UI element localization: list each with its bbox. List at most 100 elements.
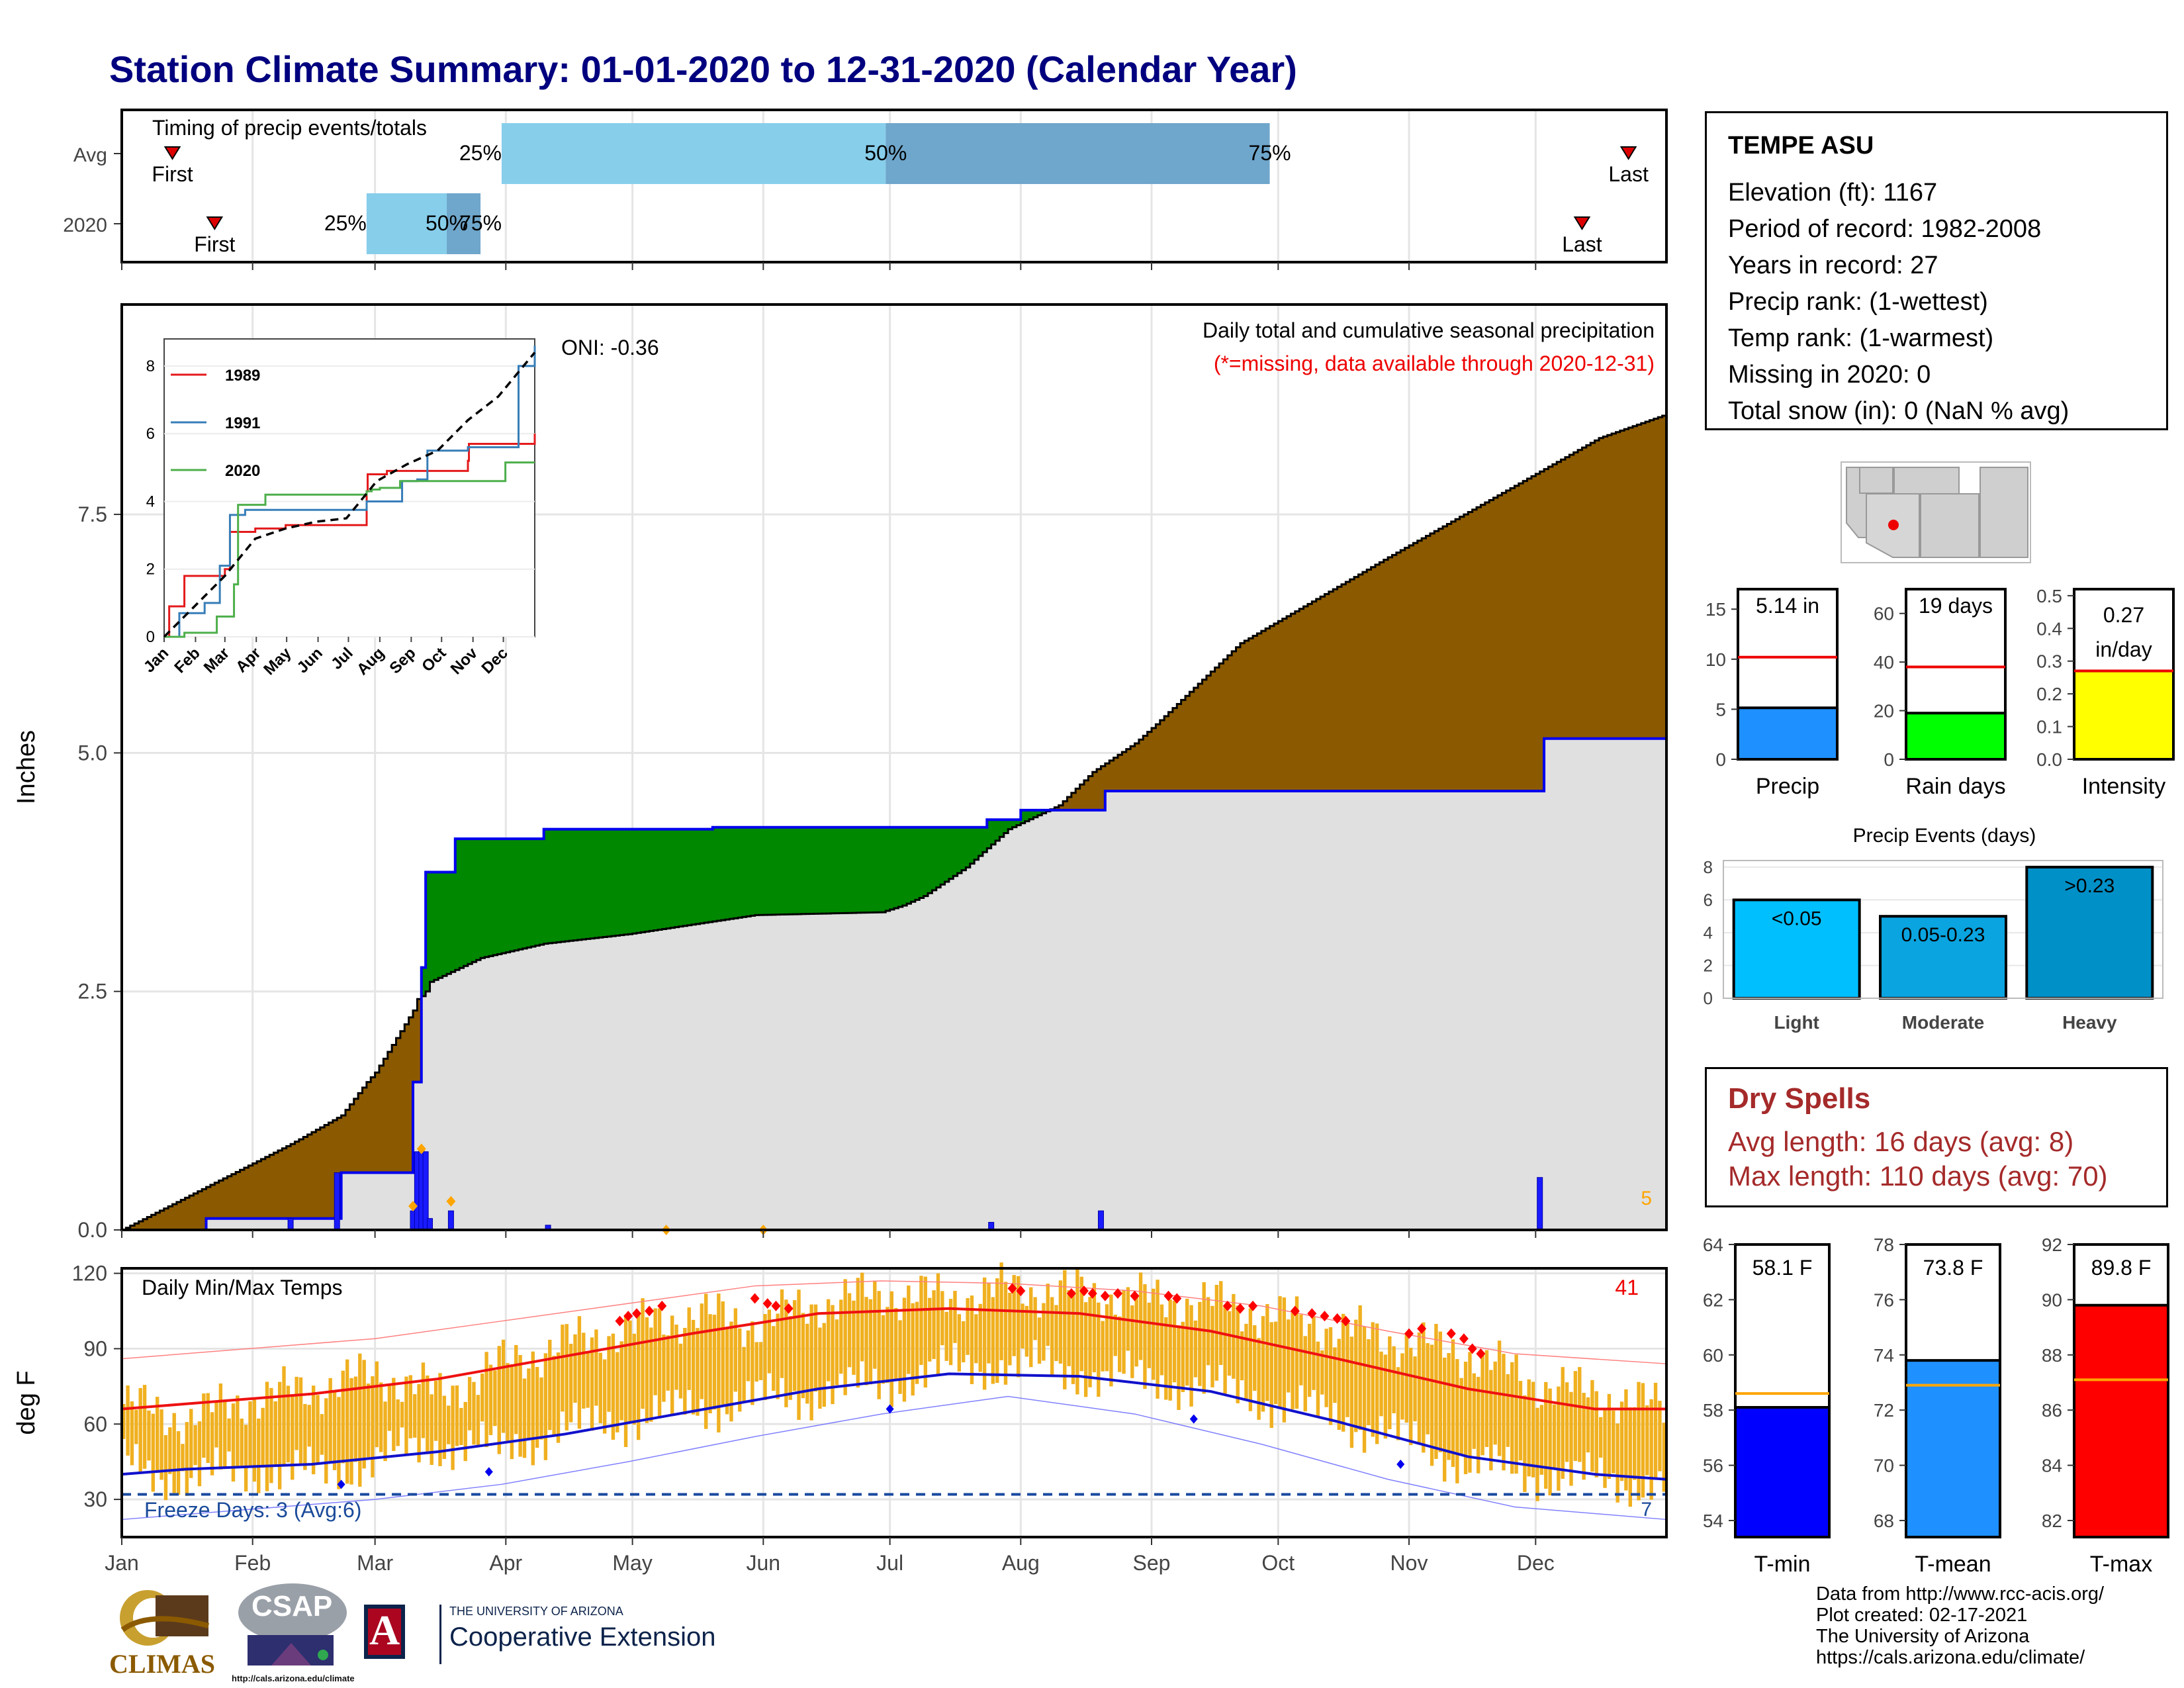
- temp-daily-bar: [1003, 1282, 1008, 1385]
- temp-daily-bar: [1122, 1289, 1126, 1374]
- intensity-y-tick-label: 0.1: [2036, 717, 2062, 737]
- temp-daily-bar: [801, 1313, 805, 1399]
- temp-daily-bar: [1058, 1280, 1063, 1364]
- timing-q25-50-bar: [366, 193, 447, 254]
- temp-daily-bar: [1598, 1417, 1603, 1458]
- temp-daily-bar: [1168, 1299, 1172, 1401]
- precip-panel: 0.0 2.5 5.0 7.5 Inches Daily total and cumula…: [13, 303, 1668, 1242]
- temp-daily-bar: [1603, 1409, 1607, 1488]
- dry-spells-avg: Avg length: 16 days (avg: 8): [1728, 1126, 2074, 1157]
- temp-daily-bar: [886, 1307, 889, 1383]
- temp-daily-bar: [1097, 1302, 1101, 1397]
- temp-daily-bar: [666, 1335, 670, 1391]
- temp-daily-bar: [375, 1361, 379, 1448]
- month-axis-label: Nov: [1390, 1551, 1428, 1575]
- temp-hot-marker: [1341, 1315, 1351, 1327]
- temp-daily-bar: [291, 1395, 295, 1480]
- tmin_summary-y-tick-label: 56: [1703, 1456, 1723, 1476]
- temp-daily-bar: [1193, 1320, 1198, 1378]
- temp-avg-max-line: [121, 1307, 1666, 1411]
- temp-daily-bar: [1413, 1356, 1417, 1422]
- temp-hot-marker: [762, 1298, 772, 1309]
- temp-daily-bar: [1641, 1383, 1645, 1498]
- temp-daily-bar: [611, 1333, 615, 1440]
- temp-daily-bar: [451, 1385, 455, 1470]
- temp-daily-bar: [404, 1376, 408, 1456]
- temp-daily-bar: [662, 1335, 666, 1402]
- temp-daily-bar: [1219, 1281, 1223, 1366]
- footer-line-created: Plot created: 02-17-2021: [1816, 1605, 2028, 1626]
- temp-daily-bar: [738, 1328, 742, 1412]
- temp-daily-bar: [252, 1399, 257, 1482]
- temp-daily-bar: [1468, 1352, 1472, 1473]
- station-missing: Missing in 2020: 0: [1728, 361, 1931, 389]
- temp-daily-bar: [1016, 1276, 1021, 1378]
- temp-daily-bar: [615, 1352, 619, 1432]
- temp-daily-bar: [476, 1395, 480, 1447]
- temp-daily-bar: [1143, 1284, 1147, 1389]
- inset-legend-label: 1989: [225, 367, 260, 385]
- temp-daily-bar: [1273, 1321, 1278, 1405]
- temp-daily-bar: [447, 1405, 451, 1444]
- temp-hot-marker: [1467, 1343, 1477, 1354]
- temp-daily-bar: [1054, 1305, 1058, 1362]
- dry-spells-title: Dry Spells: [1728, 1082, 1871, 1115]
- precip_summary-y-tick-label: 15: [1706, 599, 1726, 620]
- temp-daily-bar: [1333, 1347, 1337, 1403]
- temp-daily-bar: [1586, 1397, 1590, 1453]
- temp-daily-bar: [1261, 1316, 1265, 1412]
- temp-daily-bar: [134, 1409, 138, 1444]
- temp-daily-bar: [1510, 1362, 1514, 1474]
- temp-daily-bar: [746, 1330, 751, 1382]
- temp-daily-bar: [1253, 1325, 1257, 1391]
- tmax_summary-y-tick-label: 82: [2042, 1511, 2062, 1531]
- temp-cold-marker: [1189, 1414, 1198, 1424]
- temp-daily-bar: [433, 1380, 438, 1441]
- temp-daily-bar: [1619, 1401, 1624, 1481]
- events-y-tick-label: 2: [1704, 955, 1713, 975]
- temp-daily-bar: [911, 1303, 915, 1396]
- temp-daily-bar: [919, 1276, 923, 1365]
- temp-daily-bar: [847, 1293, 852, 1368]
- coop-extension-text: Cooperative Extension: [449, 1622, 716, 1652]
- events-bar-label: <0.05: [1772, 908, 1822, 929]
- temp-daily-bar: [1637, 1382, 1641, 1501]
- inset-y-tick-label: 4: [146, 492, 155, 510]
- temp-daily-bar: [691, 1319, 696, 1415]
- precip-below-average-area: [421, 810, 1050, 996]
- temp-daily-bar: [978, 1303, 982, 1372]
- temp-daily-bar: [751, 1321, 754, 1405]
- precip-corner-label: 5: [1641, 1188, 1652, 1209]
- temp-daily-bar: [197, 1421, 202, 1487]
- temp-daily-bar: [1434, 1323, 1438, 1459]
- temp-daily-bar: [1046, 1284, 1050, 1346]
- tmax-value: 89.8 F: [2091, 1256, 2152, 1280]
- temp-hot-marker: [1163, 1290, 1173, 1301]
- temp-daily-bar: [1320, 1350, 1324, 1395]
- intensity-unit: in/day: [2095, 637, 2152, 661]
- temp-daily-bar: [1535, 1407, 1539, 1501]
- temp-daily-bar: [1037, 1317, 1042, 1364]
- temp-daily-bar: [151, 1413, 156, 1492]
- temp-daily-bar: [1337, 1338, 1341, 1430]
- temp-daily-bar: [531, 1351, 535, 1466]
- temp-daily-bar: [126, 1385, 130, 1456]
- temp-daily-bar: [341, 1370, 345, 1464]
- temp-daily-bar: [1379, 1351, 1383, 1417]
- temp-daily-bar: [1489, 1370, 1493, 1471]
- temp-hot-marker: [1087, 1288, 1097, 1299]
- temp-daily-bar: [1388, 1336, 1392, 1430]
- temp-record-high-line: [121, 1280, 1667, 1364]
- inset-legend-label: 2020: [225, 462, 260, 480]
- temp-daily-bar: [337, 1397, 341, 1489]
- temp-daily-bar: [561, 1325, 565, 1412]
- temp-daily-bar: [767, 1309, 772, 1374]
- temp-daily-bar: [898, 1320, 902, 1394]
- temp-daily-bar: [240, 1419, 244, 1466]
- intensity-chart: 0.0 0.1 0.2 0.3 0.4 0.5 Intensity 0.27 in/day: [2036, 586, 2175, 799]
- temp-daily-bar: [1177, 1325, 1181, 1410]
- temp-daily-bar: [1324, 1329, 1328, 1407]
- month-axis-label: May: [612, 1551, 652, 1575]
- tmax_summary-bar: [2073, 1303, 2169, 1538]
- temp-daily-bar: [982, 1277, 987, 1390]
